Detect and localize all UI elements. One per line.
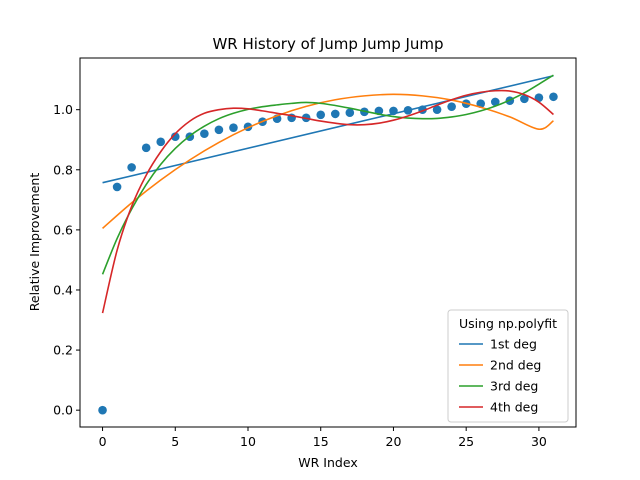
data-point (170, 132, 180, 142)
data-point (330, 109, 340, 119)
data-point (98, 405, 107, 415)
x-tick-label: 10 (240, 434, 256, 449)
plot-area (98, 74, 558, 415)
ticks: 0 5 10 15 20 25 30 0.0 0.2 0.4 0.6 0.8 1.0 (53, 102, 547, 449)
legend-label: 3rd deg (490, 379, 538, 394)
y-tick-label: 0.2 (53, 343, 73, 358)
data-point (432, 105, 442, 114)
legend-entries: 1st deg 2nd deg 3rd deg 4th deg (459, 337, 541, 415)
legend: Using np.polyfit 1st deg 2nd deg 3rd deg 4t… (447, 309, 569, 423)
legend-title: Using np.polyfit (459, 316, 557, 331)
data-point (316, 110, 326, 120)
data-point (520, 94, 529, 104)
chart-title: WR History of Jump Jump Jump (212, 35, 443, 53)
data-point (112, 182, 122, 192)
y-tick-label: 0.4 (53, 282, 73, 297)
data-point (490, 97, 500, 107)
data-point (141, 143, 151, 153)
data-point (156, 137, 166, 147)
series-line-1 (102, 74, 554, 184)
data-point (534, 93, 544, 102)
series-line-4 (101, 89, 554, 314)
x-tick-label: 15 (313, 434, 329, 449)
data-point (476, 99, 486, 108)
data-point (127, 163, 136, 172)
x-tick-label: 25 (458, 434, 474, 449)
y-tick-label: 1.0 (53, 102, 73, 117)
data-point (447, 102, 456, 111)
y-tick-label: 0.8 (53, 162, 73, 177)
data-point (229, 123, 238, 133)
legend-label: 1st deg (490, 337, 537, 352)
data-point (345, 108, 355, 117)
legend-label: 4th deg (490, 400, 538, 415)
y-tick-label: 0.6 (53, 222, 73, 237)
axes (79, 57, 577, 428)
legend-label: 2nd deg (490, 358, 541, 373)
x-tick-label: 0 (99, 434, 107, 449)
x-tick-label: 5 (171, 434, 179, 449)
x-tick-label: 30 (531, 434, 547, 449)
y-axis-label: Relative Improvement (27, 173, 42, 312)
data-point (549, 92, 558, 102)
data-point (214, 125, 224, 135)
legend-box (447, 309, 569, 423)
series-line-3 (101, 74, 554, 275)
x-axis-label: WR Index (298, 455, 357, 470)
series-line-2 (102, 93, 554, 229)
y-tick-label: 0.0 (53, 403, 73, 418)
x-tick-label: 20 (386, 434, 402, 449)
axes-frame (79, 57, 577, 428)
data-point (200, 129, 209, 139)
